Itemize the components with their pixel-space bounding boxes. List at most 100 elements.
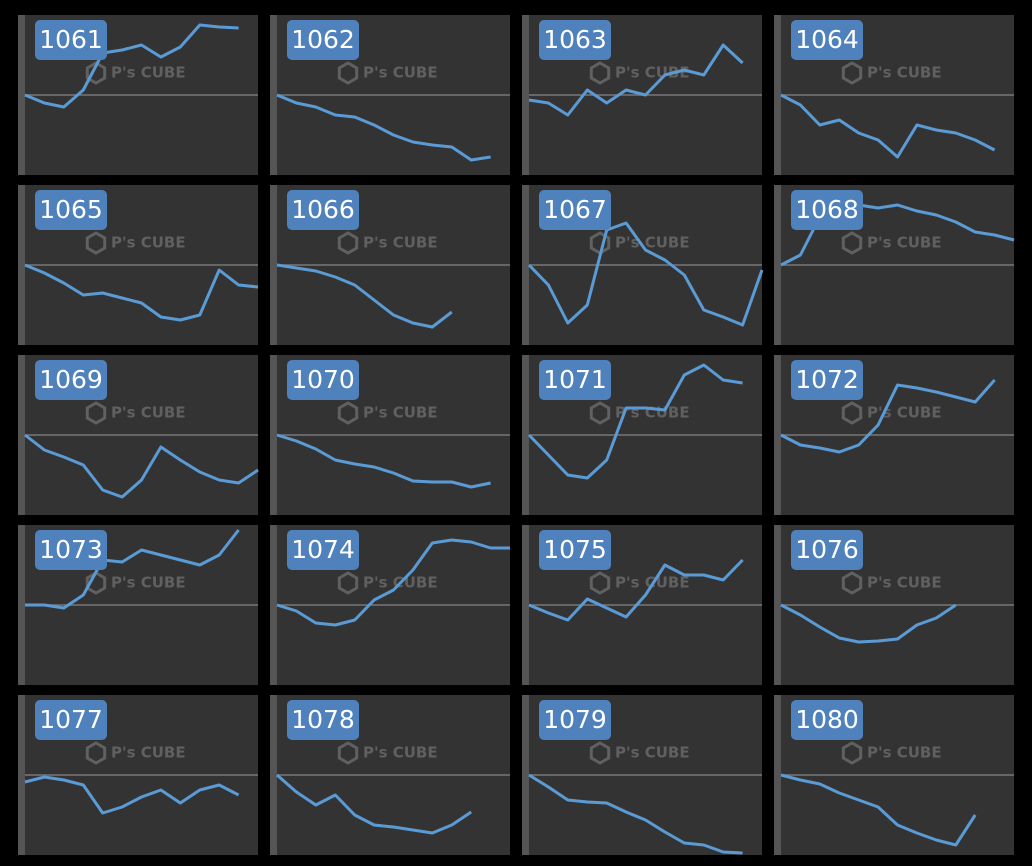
title-badge [539,20,611,60]
data-line [276,93,491,162]
panel-stripe [522,525,529,685]
chart-panel: P's CUBE 1069 [18,355,259,515]
title-badge [35,360,107,400]
chart-title: 1074 [291,535,355,564]
panel-stripe [270,355,277,515]
data-line [527,221,764,327]
panel-stripe [270,15,277,175]
watermark-icon [841,401,863,425]
chart-title: 1067 [543,195,607,224]
panel-stripe [522,15,529,175]
data-line [24,775,240,815]
watermark: P's CUBE [867,404,942,422]
panel-stripe [522,695,529,855]
panel-stripe [18,695,25,855]
chart-panel: P's CUBE 1073 [18,525,258,685]
chart-title: 1069 [39,365,103,394]
panel-stripe [270,185,277,345]
watermark-icon [841,231,863,255]
watermark-icon [85,401,107,425]
title-badge [35,20,107,60]
watermark: P's CUBE [111,404,186,422]
chart-title: 1078 [291,705,355,734]
data-line [276,773,473,835]
chart-title: 1070 [291,365,355,394]
data-line [780,93,996,159]
chart-panel: P's CUBE 1080 [774,695,1014,855]
panel-stripe [18,15,25,175]
watermark: P's CUBE [111,574,186,592]
chart-title: 1080 [795,705,859,734]
title-badge [791,530,863,570]
chart-panel: P's CUBE 1078 [270,695,510,855]
watermark-icon [337,401,359,425]
watermark: P's CUBE [867,234,942,252]
data-line [528,558,744,622]
data-line [780,379,996,454]
data-line [24,263,259,322]
data-line [528,773,743,855]
data-line [24,23,239,109]
chart-title: 1063 [543,25,607,54]
title-badge [539,190,611,230]
data-line [276,433,491,489]
panel-stripe [18,185,25,345]
chart-title: 1073 [39,535,103,564]
panel-stripe [522,185,529,345]
data-line [276,538,510,627]
watermark-icon [85,571,107,595]
watermark: P's CUBE [111,64,186,82]
chart-panel: P's CUBE 1062 [270,15,510,175]
chart-title: 1065 [39,195,103,224]
chart-panel: P's CUBE 1067 [522,185,764,345]
title-badge [539,530,611,570]
chart-panel: P's CUBE 1064 [774,15,1014,175]
title-badge [791,700,863,740]
watermark-icon [841,61,863,85]
chart-panel: P's CUBE 1068 [774,185,1015,345]
title-badge [35,700,107,740]
title-badge [539,700,611,740]
title-badge [539,360,611,400]
watermark: P's CUBE [867,574,942,592]
watermark: P's CUBE [363,64,438,82]
watermark-icon [337,571,359,595]
chart-panel: P's CUBE 1076 [774,525,1014,685]
panel-stripe [270,695,277,855]
watermark: P's CUBE [615,404,690,422]
watermark-icon [337,61,359,85]
watermark: P's CUBE [363,234,438,252]
watermark: P's CUBE [867,744,942,762]
watermark-icon [85,231,107,255]
watermark: P's CUBE [111,234,186,252]
data-line [24,433,259,499]
watermark: P's CUBE [867,64,942,82]
data-line [25,529,240,610]
panel-stripe [774,525,781,685]
chart-title: 1068 [795,195,859,224]
watermark: P's CUBE [363,744,438,762]
chart-title: 1071 [543,365,607,394]
watermark-icon [85,741,107,765]
watermark-icon [589,61,611,85]
watermark-icon [337,741,359,765]
watermark-icon [589,401,611,425]
watermark-icon [841,571,863,595]
chart-title: 1076 [795,535,859,564]
chart-panel: P's CUBE 1079 [522,695,762,855]
chart-panel: P's CUBE 1077 [18,695,258,855]
chart-panel: P's CUBE 1063 [522,15,762,175]
watermark: P's CUBE [111,744,186,762]
title-badge [287,190,359,230]
watermark: P's CUBE [615,234,690,252]
watermark-icon [85,61,107,85]
chart-title: 1077 [39,705,103,734]
data-line [780,773,977,847]
title-badge [287,20,359,60]
watermark: P's CUBE [363,404,438,422]
chart-panel: P's CUBE 1070 [270,355,510,515]
